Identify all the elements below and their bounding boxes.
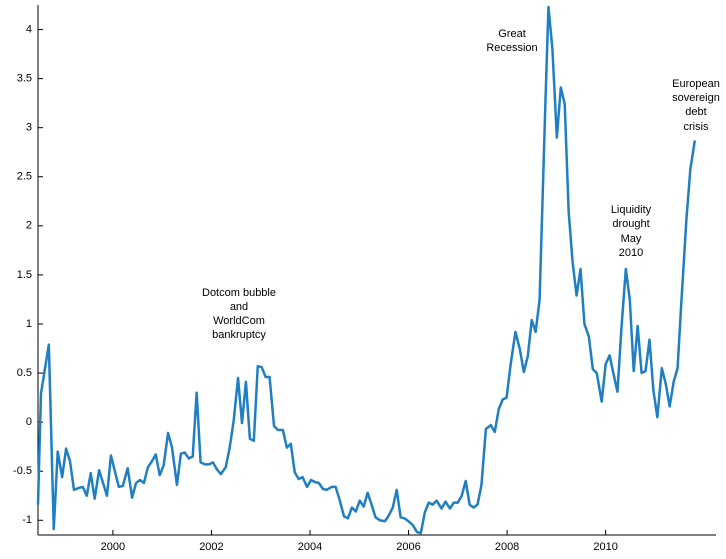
annotation-line: European <box>672 78 720 90</box>
annotation-line: WorldCom <box>213 315 265 327</box>
line-series <box>36 5 697 535</box>
x-tick-label: 2010 <box>593 541 617 553</box>
x-tick-label: 2008 <box>495 541 519 553</box>
annotation-line: sovereign <box>672 92 720 104</box>
y-tick-label: 0 <box>26 416 32 428</box>
annotation-line: and <box>230 301 248 313</box>
y-tick-label: 0.5 <box>17 367 32 379</box>
annotation: European sovereign debt crisis <box>672 78 720 133</box>
annotation-line: May <box>621 233 642 245</box>
x-tick-label: 2006 <box>396 541 420 553</box>
annotation: Dotcom bubble and WorldCom bankruptcy <box>202 287 276 341</box>
annotation-line: Great <box>498 28 526 40</box>
annotation: Great Recession <box>486 28 537 54</box>
annotation-line: bankruptcy <box>212 329 266 341</box>
annotation: Liquidity drought May 2010 <box>611 204 652 259</box>
annotation-line: Recession <box>486 42 537 54</box>
annotation-line: drought <box>612 218 649 230</box>
annotation-line: debt <box>685 106 706 118</box>
annotation-line: Liquidity <box>611 204 652 216</box>
y-tick-label: 2 <box>26 220 32 232</box>
y-tick-label: 1.5 <box>17 269 32 281</box>
annotation-line: crisis <box>683 121 709 133</box>
x-tick-label: 2004 <box>298 541 322 553</box>
x-tick-label: 2000 <box>101 541 125 553</box>
y-tick-label: 4 <box>26 23 32 35</box>
x-tick-label: 2002 <box>199 541 223 553</box>
y-tick-label: -1 <box>22 514 32 526</box>
y-tick-label: 2.5 <box>17 171 32 183</box>
y-tick-label: 1 <box>26 318 32 330</box>
annotation-line: Dotcom bubble <box>202 287 276 299</box>
y-tick-label: 3 <box>26 122 32 134</box>
annotation-line: 2010 <box>619 247 643 259</box>
y-tick-label: -0.5 <box>13 465 32 477</box>
y-tick-label: 3.5 <box>17 73 32 85</box>
